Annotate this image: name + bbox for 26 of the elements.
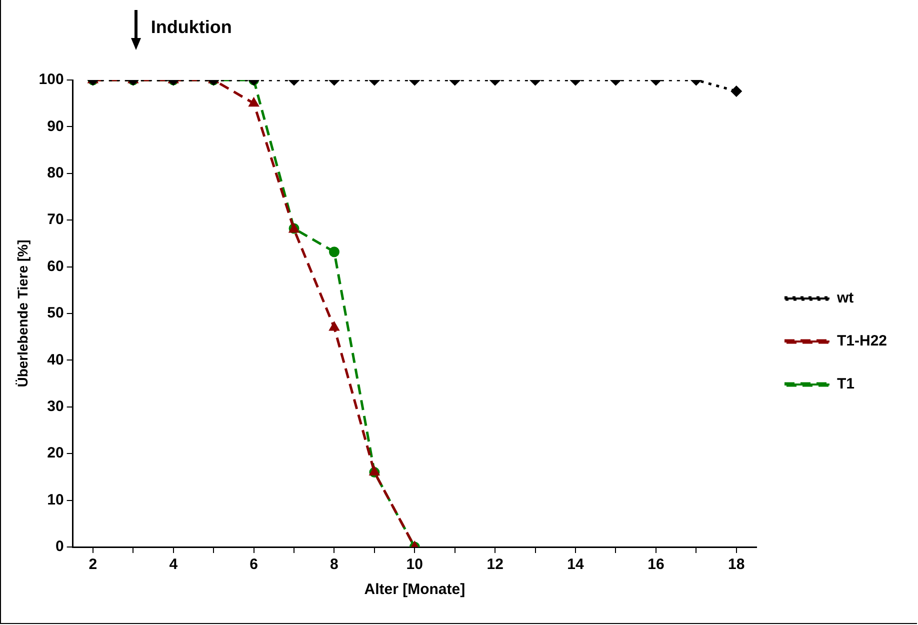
y-tick-label: 50 xyxy=(47,304,64,322)
x-tick-label: 16 xyxy=(648,556,664,574)
legend-label: T1 xyxy=(836,376,854,393)
x-axis-title: Alter [Monate] xyxy=(364,581,466,598)
y-tick-label: 20 xyxy=(47,444,64,462)
x-tick-label: 4 xyxy=(169,556,178,574)
y-tick-label: 70 xyxy=(47,211,64,228)
y-tick-label: 40 xyxy=(47,351,64,368)
y-tick-label: 60 xyxy=(47,258,64,275)
y-tick-label: 100 xyxy=(38,71,64,88)
y-tick-label: 90 xyxy=(47,118,64,135)
x-tick-label: 10 xyxy=(406,556,423,574)
x-tick-label: 18 xyxy=(728,556,745,574)
legend-label: wt xyxy=(836,290,854,307)
y-tick-label: 0 xyxy=(55,538,64,556)
y-axis-title: Überlebende Tiere [%] xyxy=(14,240,30,388)
y-tick-label: 80 xyxy=(47,164,64,182)
x-tick-label: 2 xyxy=(88,556,98,574)
x-tick-label: 6 xyxy=(250,556,258,574)
y-tick-label: 30 xyxy=(47,398,64,416)
legend-label: T1-H22 xyxy=(836,332,888,350)
x-tick-label: 12 xyxy=(486,556,504,574)
x-tick-label: 14 xyxy=(567,556,585,574)
y-tick-label: 10 xyxy=(47,491,64,508)
x-tick-label: 8 xyxy=(330,556,338,574)
text: Induktion xyxy=(150,16,232,37)
